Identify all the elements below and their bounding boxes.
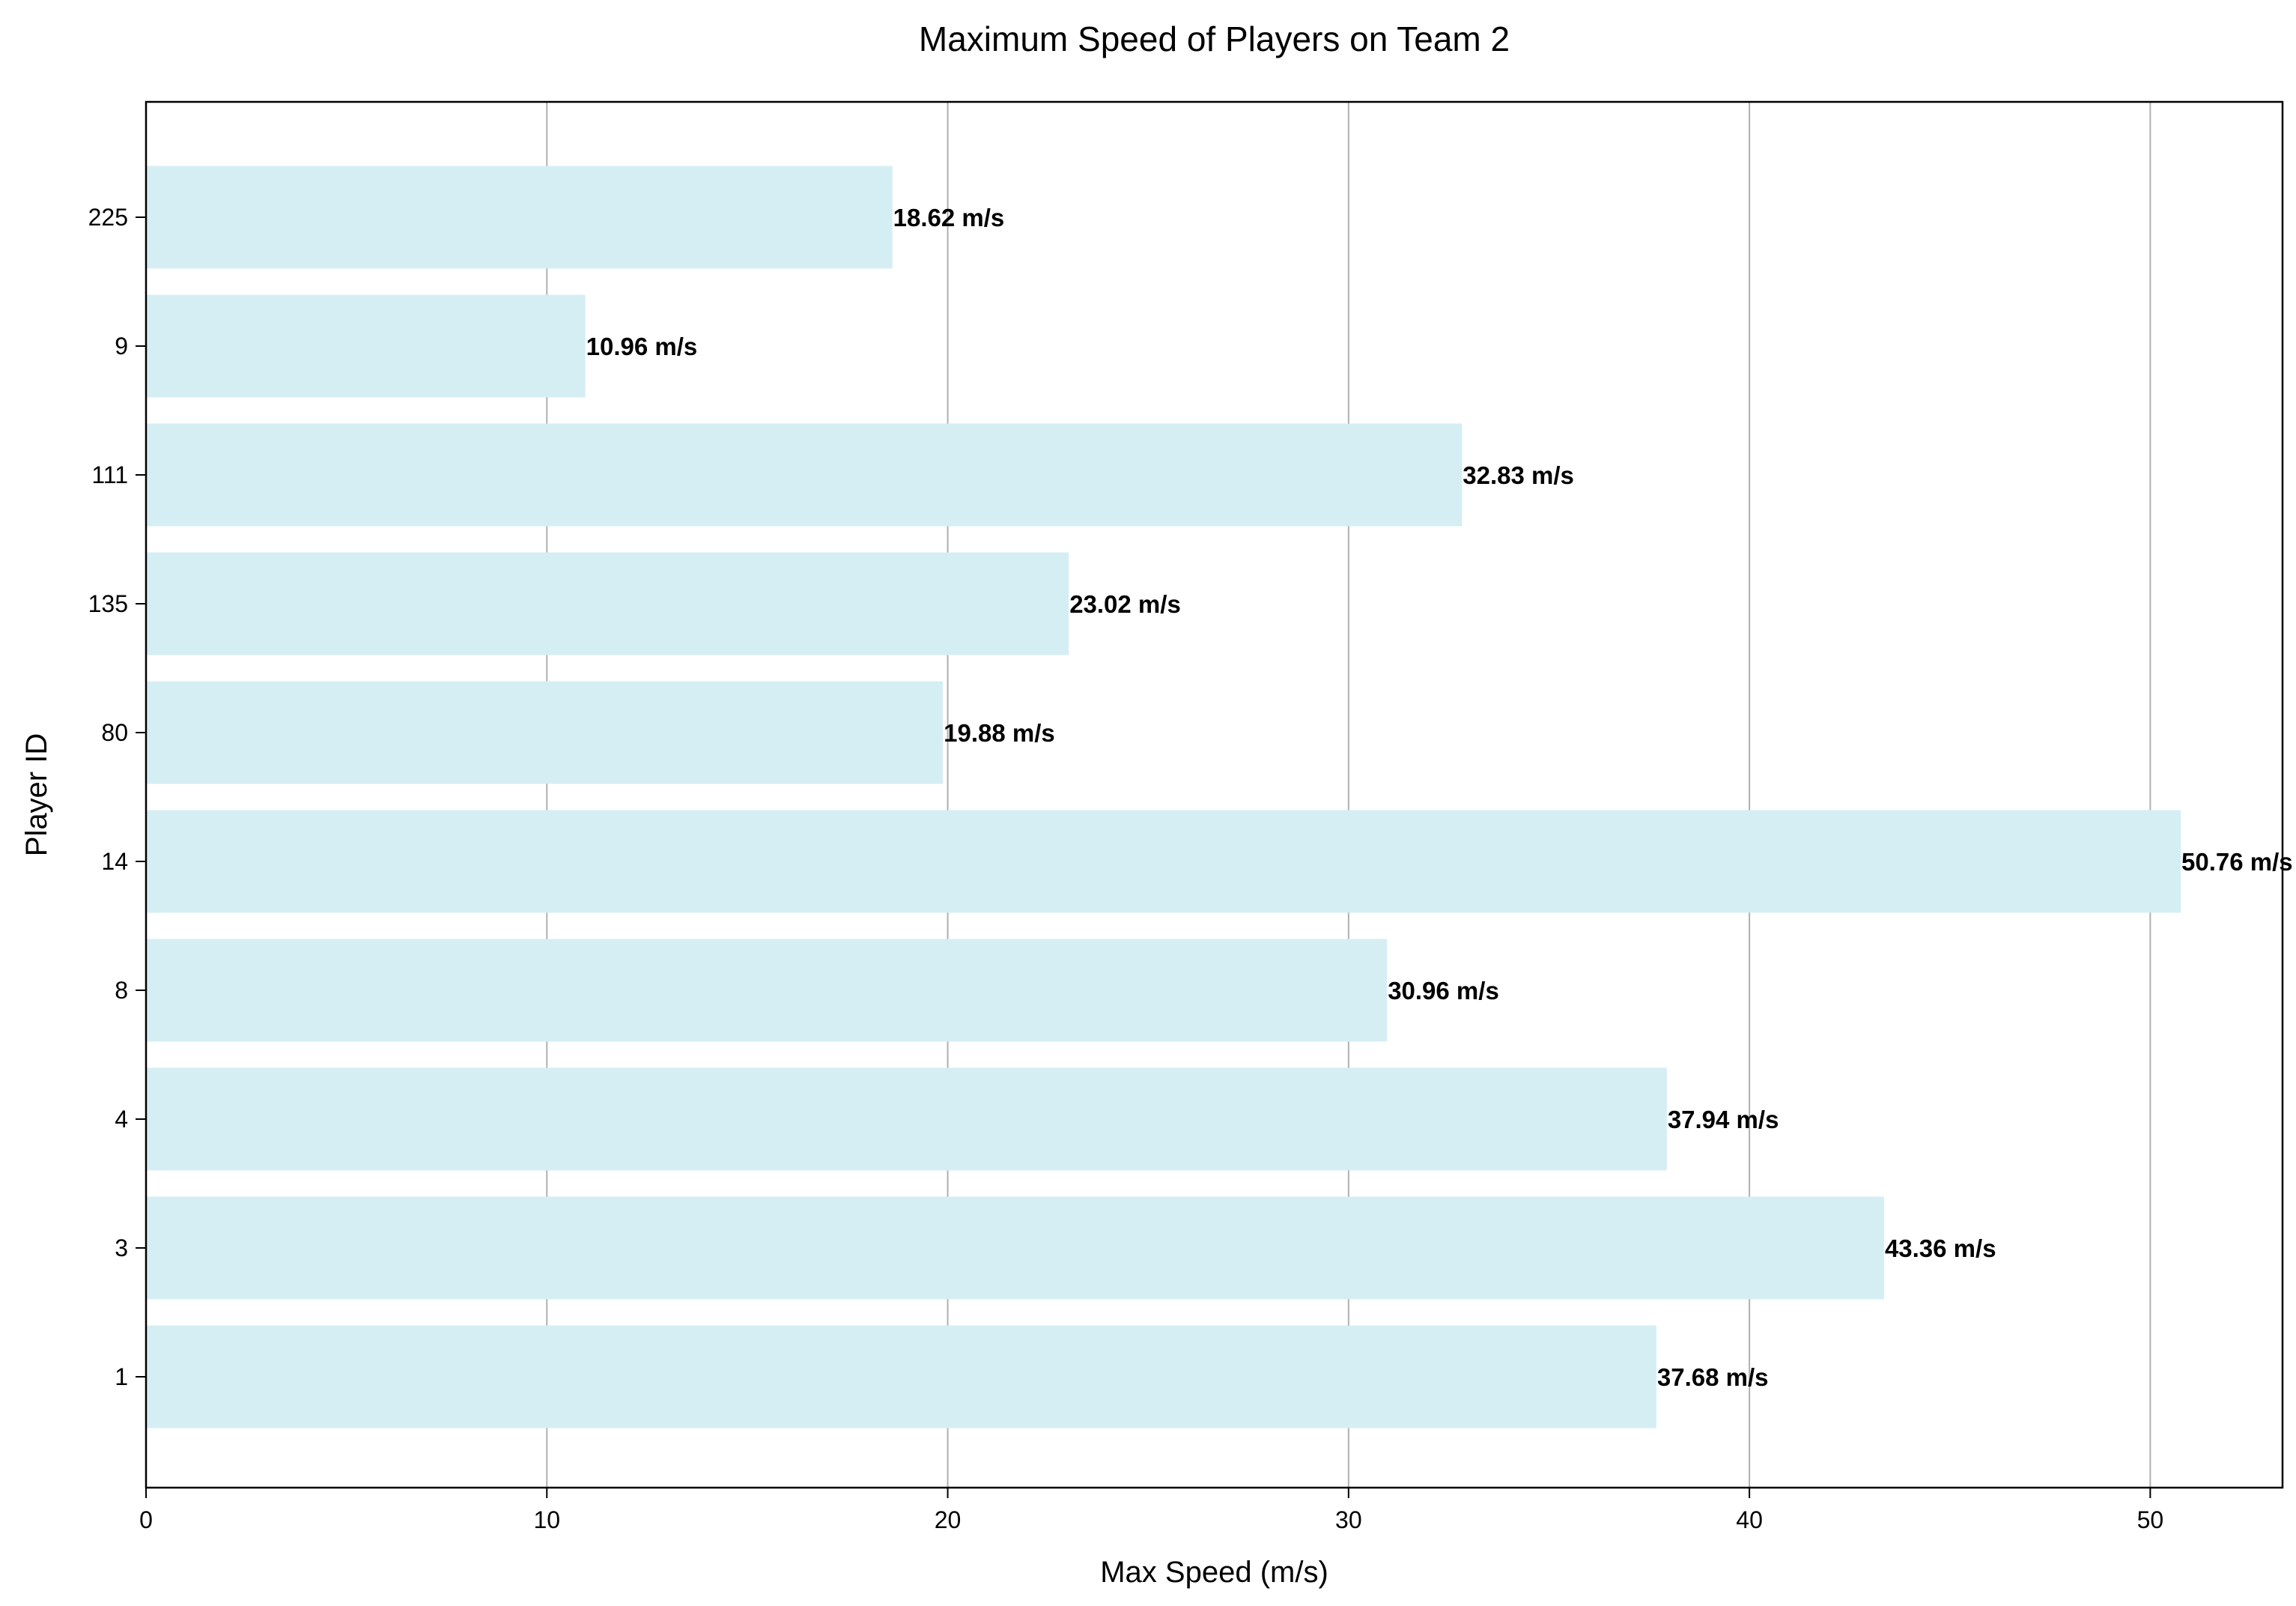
y-tick-label-9: 9 (115, 333, 128, 360)
y-tick-label-225: 225 (88, 204, 128, 231)
data-label-player-111: 32.83 m/s (1463, 461, 1574, 489)
y-tick-label-4: 4 (115, 1106, 128, 1133)
data-label-player-3: 43.36 m/s (1885, 1234, 1996, 1262)
y-tick-label-14: 14 (101, 848, 128, 875)
y-tick-label-1: 1 (115, 1363, 128, 1390)
bar-player-135 (146, 552, 1069, 655)
bar-player-9 (146, 294, 586, 398)
data-label-player-80: 19.88 m/s (944, 719, 1055, 747)
data-label-player-14: 50.76 m/s (2181, 848, 2293, 876)
data-label-player-135: 23.02 m/s (1069, 590, 1181, 618)
x-tick-label-10: 10 (533, 1506, 560, 1533)
x-axis-ticks: 0 10 20 30 40 50 (139, 1488, 2163, 1533)
y-tick-label-135: 135 (88, 590, 128, 617)
x-tick-label-50: 50 (2137, 1506, 2164, 1533)
data-labels-layer: 37.68 m/s 43.36 m/s 37.94 m/s 30.96 m/s 50.7… (586, 204, 2293, 1391)
x-axis-label: Max Speed (m/s) (1100, 1556, 1328, 1589)
y-axis-label: Player ID (20, 733, 53, 857)
bar-player-1 (146, 1325, 1656, 1428)
x-tick-label-20: 20 (935, 1506, 962, 1533)
plot-frame (145, 100, 2284, 1489)
bar-player-80 (146, 681, 944, 784)
bar-player-14 (146, 810, 2181, 913)
data-label-player-225: 18.62 m/s (893, 204, 1005, 231)
bar-player-8 (146, 939, 1388, 1042)
bar-player-4 (146, 1067, 1667, 1171)
y-tick-label-111: 111 (91, 461, 128, 488)
y-tick-label-3: 3 (115, 1234, 128, 1261)
x-tick-label-40: 40 (1736, 1506, 1763, 1533)
y-axis-ticks: 1 3 4 8 14 80 135 111 9 225 (88, 204, 146, 1390)
x-tick-label-0: 0 (139, 1506, 153, 1533)
data-label-player-8: 30.96 m/s (1388, 977, 1499, 1004)
y-tick-label-8: 8 (115, 977, 128, 1004)
bars-layer (146, 166, 2181, 1428)
data-label-player-4: 37.94 m/s (1668, 1106, 1779, 1133)
bar-player-111 (146, 423, 1463, 527)
bar-player-3 (146, 1196, 1884, 1300)
chart-title: Maximum Speed of Players on Team 2 (919, 19, 1510, 58)
data-label-player-9: 10.96 m/s (586, 333, 698, 360)
data-label-player-1: 37.68 m/s (1657, 1363, 1769, 1391)
bar-player-225 (146, 166, 893, 269)
y-tick-label-80: 80 (101, 719, 128, 746)
x-tick-label-30: 30 (1335, 1506, 1362, 1533)
